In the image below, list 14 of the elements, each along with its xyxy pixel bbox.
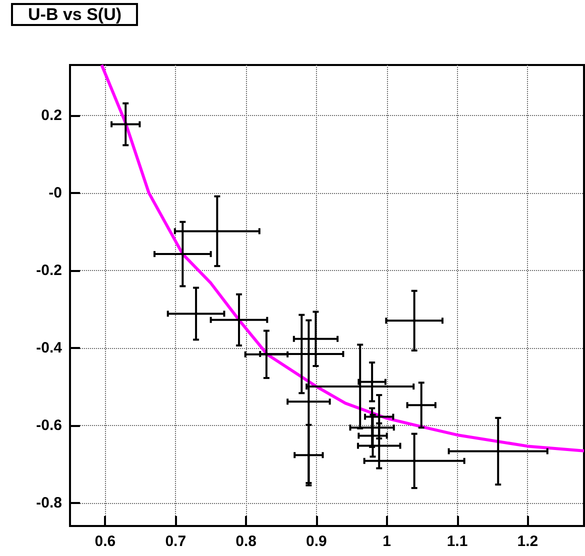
- y-tick-label: -0: [48, 184, 62, 202]
- x-tick-label: 1.2: [517, 533, 538, 550]
- y-tick-label: -0.4: [36, 339, 63, 356]
- x-tick-label: 0.7: [165, 533, 186, 550]
- y-tick-label: 0.2: [41, 106, 62, 124]
- x-tick-label: 1.1: [446, 533, 468, 550]
- chart-title: U-B vs S(U): [28, 5, 122, 24]
- x-tick-label: 1: [382, 533, 392, 550]
- y-tick-label: -0.2: [36, 262, 62, 279]
- y-tick-label: -0.8: [36, 494, 62, 512]
- x-tick-label: 0.6: [94, 533, 116, 550]
- x-tick-label: 0.9: [306, 533, 327, 550]
- y-tick-label: -0.6: [36, 416, 62, 434]
- x-tick-label: 0.8: [236, 533, 256, 550]
